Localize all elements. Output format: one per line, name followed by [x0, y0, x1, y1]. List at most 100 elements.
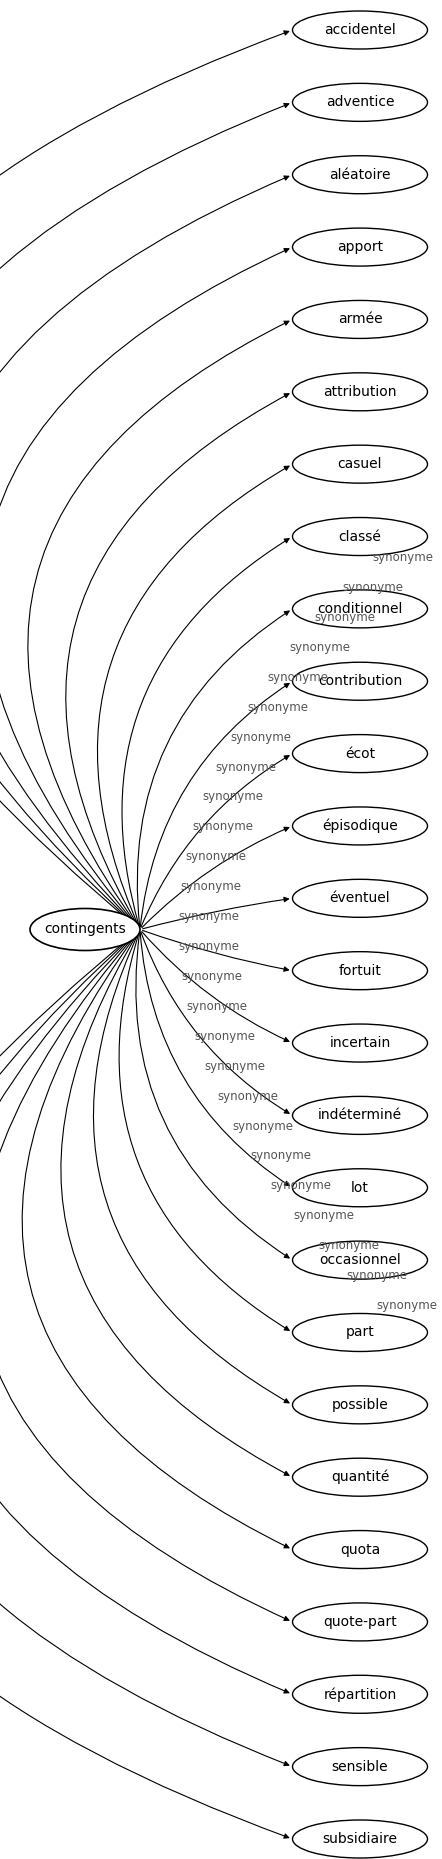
Text: synonyme: synonyme [215, 760, 276, 773]
Text: casuel: casuel [338, 457, 382, 470]
Ellipse shape [293, 1747, 427, 1786]
Text: synonyme: synonyme [318, 1240, 379, 1253]
Text: épisodique: épisodique [322, 818, 398, 833]
Text: synonyme: synonyme [290, 641, 351, 654]
Ellipse shape [293, 1314, 427, 1351]
Ellipse shape [293, 229, 427, 266]
Text: conditionnel: conditionnel [317, 602, 403, 615]
FancyArrowPatch shape [61, 931, 289, 1476]
Ellipse shape [293, 662, 427, 701]
Text: synonyme: synonyme [372, 550, 433, 563]
Text: quote-part: quote-part [323, 1615, 397, 1628]
Text: accidentel: accidentel [324, 22, 396, 37]
FancyArrowPatch shape [0, 249, 289, 928]
Ellipse shape [293, 517, 427, 556]
Text: synonyme: synonyme [250, 1149, 311, 1162]
Ellipse shape [293, 1024, 427, 1061]
FancyArrowPatch shape [143, 931, 289, 970]
Text: contingents: contingents [44, 922, 126, 937]
Ellipse shape [293, 444, 427, 483]
Text: quota: quota [340, 1543, 380, 1556]
Ellipse shape [293, 11, 427, 48]
FancyArrowPatch shape [0, 931, 289, 1839]
FancyArrowPatch shape [93, 931, 289, 1404]
FancyArrowPatch shape [142, 827, 289, 928]
Text: éventuel: éventuel [330, 890, 390, 905]
Text: sensible: sensible [332, 1760, 389, 1773]
Text: répartition: répartition [324, 1686, 396, 1701]
FancyArrowPatch shape [122, 539, 289, 928]
Ellipse shape [293, 807, 427, 846]
Ellipse shape [293, 589, 427, 628]
FancyArrowPatch shape [143, 898, 289, 930]
Text: synonyme: synonyme [194, 1030, 255, 1043]
FancyArrowPatch shape [28, 322, 289, 928]
Text: subsidiaire: subsidiaire [323, 1831, 397, 1846]
Ellipse shape [293, 301, 427, 338]
FancyArrowPatch shape [0, 931, 289, 1694]
Text: indéterminé: indéterminé [318, 1108, 402, 1123]
Text: synonyme: synonyme [187, 1000, 248, 1013]
Text: synonyme: synonyme [342, 582, 403, 595]
Text: incertain: incertain [329, 1035, 391, 1050]
Text: synonyme: synonyme [181, 879, 242, 892]
Text: synonyme: synonyme [232, 1119, 293, 1132]
Text: synonyme: synonyme [376, 1299, 437, 1312]
Ellipse shape [293, 1097, 427, 1134]
Ellipse shape [293, 1457, 427, 1496]
Text: aléatoire: aléatoire [329, 167, 391, 182]
Ellipse shape [293, 879, 427, 916]
Text: attribution: attribution [323, 385, 397, 400]
Text: apport: apport [337, 240, 383, 255]
Ellipse shape [293, 1602, 427, 1641]
Text: synonyme: synonyme [179, 911, 240, 924]
Text: synonyme: synonyme [315, 612, 376, 625]
Ellipse shape [293, 1169, 427, 1206]
Text: synonyme: synonyme [186, 850, 247, 863]
FancyArrowPatch shape [0, 931, 289, 1621]
FancyArrowPatch shape [136, 931, 289, 1259]
Ellipse shape [293, 1820, 427, 1857]
Text: armée: armée [338, 312, 382, 327]
Text: lot: lot [351, 1180, 369, 1195]
FancyArrowPatch shape [0, 177, 289, 928]
Ellipse shape [293, 734, 427, 773]
Text: synonyme: synonyme [181, 970, 242, 983]
Text: synonyme: synonyme [204, 1060, 265, 1073]
Text: synonyme: synonyme [230, 731, 291, 744]
Text: synonyme: synonyme [270, 1179, 331, 1192]
Text: synonyme: synonyme [346, 1270, 407, 1283]
Ellipse shape [293, 1242, 427, 1279]
Text: synonyme: synonyme [293, 1210, 354, 1221]
FancyArrowPatch shape [97, 467, 289, 928]
Text: synonyme: synonyme [248, 701, 309, 714]
Ellipse shape [293, 1530, 427, 1569]
Text: contribution: contribution [318, 675, 402, 688]
Text: classé: classé [339, 530, 381, 543]
Text: synonyme: synonyme [179, 941, 240, 954]
Text: synonyme: synonyme [203, 790, 264, 803]
FancyArrowPatch shape [0, 931, 289, 1766]
Text: écot: écot [345, 747, 375, 760]
FancyArrowPatch shape [22, 931, 289, 1549]
Ellipse shape [30, 909, 140, 950]
FancyArrowPatch shape [0, 104, 289, 928]
FancyArrowPatch shape [140, 931, 289, 1186]
Text: possible: possible [332, 1398, 389, 1411]
Text: synonyme: synonyme [267, 671, 328, 684]
Ellipse shape [293, 1675, 427, 1714]
FancyArrowPatch shape [137, 612, 289, 928]
FancyArrowPatch shape [119, 931, 289, 1331]
Text: synonyme: synonyme [193, 820, 254, 833]
FancyArrowPatch shape [0, 32, 289, 928]
Text: part: part [346, 1325, 374, 1340]
Ellipse shape [293, 374, 427, 411]
FancyArrowPatch shape [142, 931, 289, 1041]
Text: synonyme: synonyme [217, 1089, 278, 1102]
Ellipse shape [293, 156, 427, 193]
FancyArrowPatch shape [141, 931, 289, 1114]
Ellipse shape [293, 84, 427, 121]
Text: fortuit: fortuit [339, 963, 381, 978]
FancyArrowPatch shape [140, 684, 289, 928]
Text: occasionnel: occasionnel [319, 1253, 401, 1268]
